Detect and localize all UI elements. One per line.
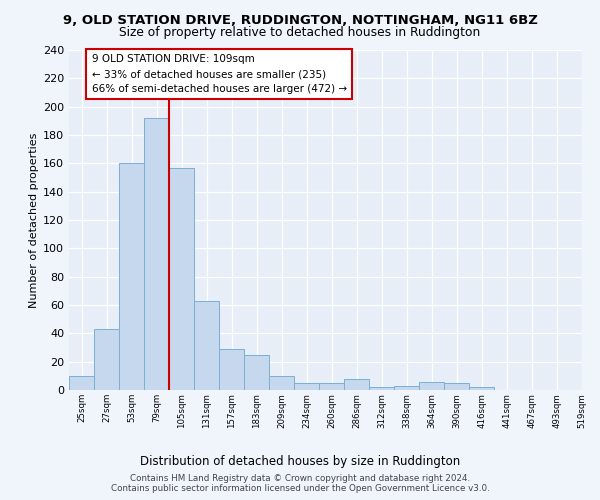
Bar (69, 376, 94, 390)
Bar (169, 168, 194, 390)
Bar (219, 349, 244, 390)
Bar (394, 386, 419, 390)
Text: 9 OLD STATION DRIVE: 109sqm
← 33% of detached houses are smaller (235)
66% of se: 9 OLD STATION DRIVE: 109sqm ← 33% of det… (92, 54, 347, 94)
Bar (144, 118, 169, 390)
Bar (294, 383, 319, 390)
Text: Contains HM Land Registry data © Crown copyright and database right 2024.: Contains HM Land Registry data © Crown c… (130, 474, 470, 483)
Bar (369, 387, 394, 390)
Bar (194, 300, 219, 390)
Bar (244, 354, 269, 390)
Y-axis label: Number of detached properties: Number of detached properties (29, 132, 39, 308)
Text: 9, OLD STATION DRIVE, RUDDINGTON, NOTTINGHAM, NG11 6BZ: 9, OLD STATION DRIVE, RUDDINGTON, NOTTIN… (62, 14, 538, 27)
Bar (94, 329, 119, 390)
Text: Distribution of detached houses by size in Ruddington: Distribution of detached houses by size … (140, 455, 460, 468)
Bar (344, 378, 369, 390)
Bar (119, 164, 144, 390)
Bar (419, 382, 445, 390)
Bar (469, 387, 494, 390)
Bar (269, 376, 294, 390)
Text: Contains public sector information licensed under the Open Government Licence v3: Contains public sector information licen… (110, 484, 490, 493)
Bar (445, 383, 469, 390)
Bar (319, 383, 344, 390)
Text: Size of property relative to detached houses in Ruddington: Size of property relative to detached ho… (119, 26, 481, 39)
